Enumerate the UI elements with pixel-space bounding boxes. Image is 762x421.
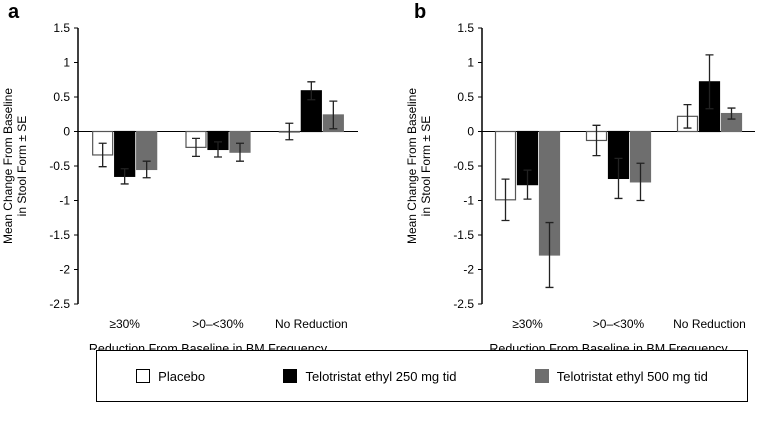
legend-label: Telotristat ethyl 250 mg tid — [305, 368, 457, 384]
legend-swatch — [534, 369, 549, 383]
error-bar — [705, 54, 714, 110]
error-bar — [142, 160, 151, 179]
x-axis-label: Reduction From Baseline in BM Frequency — [489, 342, 728, 350]
y-axis-label-line2: in Stool Form ± SE — [15, 116, 29, 217]
x-tick-label: ≥30% — [109, 317, 140, 331]
y-tick-label: 1.5 — [457, 21, 474, 35]
error-bar — [120, 168, 129, 185]
panel-label: a — [8, 1, 20, 23]
y-tick-label: -1 — [59, 194, 70, 208]
error-bar — [614, 157, 623, 200]
y-tick-label: 1 — [467, 56, 474, 70]
y-axis-label-line1: Mean Change From Baseline — [1, 88, 15, 244]
x-tick-label: >0–<30% — [192, 317, 244, 331]
error-bar — [592, 124, 601, 157]
y-tick-label: 0.5 — [457, 90, 474, 104]
y-axis-label-line2: in Stool Form ± SE — [419, 116, 433, 217]
x-tick-label: ≥30% — [512, 317, 543, 331]
error-bar — [192, 137, 200, 157]
y-tick-label: -0.5 — [453, 159, 474, 173]
error-bar — [545, 221, 554, 289]
error-bar — [307, 81, 316, 101]
legend-item-250: Telotristat ethyl 250 mg tid — [283, 369, 456, 384]
legend-swatch — [283, 369, 298, 383]
chart-svg: a 1.5 1 0.5 0 -0.5 -1 -1.5 -2 -2.5 ≥30% >0–<30% No R… — [1, 1, 755, 350]
x-tick-label: No Reduction — [275, 317, 348, 331]
y-tick-label: 0 — [467, 125, 474, 139]
x-tick-label: No Reduction — [673, 317, 746, 331]
legend-label: Telotristat ethyl 500 mg tid — [556, 368, 708, 384]
error-bar — [501, 178, 510, 222]
y-tick-label: 1.5 — [53, 21, 70, 35]
y-tick-label: -1.5 — [453, 228, 474, 242]
legend-item-placebo: Placebo — [136, 369, 205, 384]
y-tick-label: -1 — [463, 194, 474, 208]
x-tick-label: >0–<30% — [593, 317, 645, 331]
legend-label: Placebo — [158, 368, 206, 384]
legend: Placebo Telotristat ethyl 250 mg tid Tel… — [96, 350, 748, 402]
x-axis-label: Reduction From Baseline in BM Frequency — [89, 342, 328, 350]
y-tick-label: 0 — [63, 125, 70, 139]
y-axis-label-line1: Mean Change From Baseline — [405, 88, 419, 244]
error-bar — [636, 162, 645, 202]
error-bar — [236, 142, 244, 162]
y-tick-label: -0.5 — [49, 159, 70, 173]
error-bar — [727, 107, 736, 120]
error-bar — [683, 103, 692, 129]
error-bar — [285, 122, 294, 141]
y-tick-label: -1.5 — [49, 228, 70, 242]
error-bar — [98, 142, 107, 168]
y-tick-label: -2.5 — [453, 297, 474, 311]
panel-label: b — [414, 1, 426, 23]
error-bar — [523, 169, 532, 200]
y-tick-label: 1 — [63, 56, 70, 70]
y-tick-label: -2 — [59, 263, 70, 277]
error-bar — [214, 141, 222, 158]
error-bar — [329, 100, 338, 130]
y-tick-label: -2 — [463, 263, 474, 277]
legend-swatch — [136, 369, 151, 383]
legend-item-500: Telotristat ethyl 500 mg tid — [534, 368, 708, 384]
y-tick-label: -2.5 — [49, 297, 70, 311]
y-tick-label: 0.5 — [53, 90, 70, 104]
